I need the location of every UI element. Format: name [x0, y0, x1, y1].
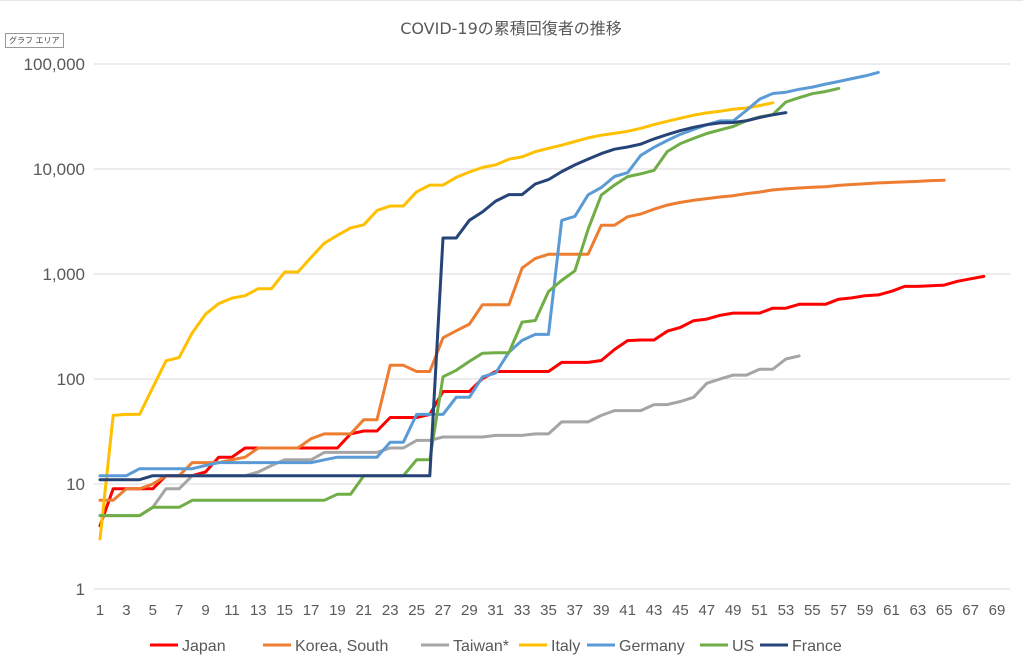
- x-tick-label: 43: [646, 602, 663, 619]
- x-tick-label: 69: [989, 602, 1006, 619]
- y-tick-label: 1: [76, 580, 85, 599]
- legend-label: Korea, South: [295, 638, 388, 655]
- legend-item[interactable]: France: [760, 638, 842, 655]
- y-tick-label: 10,000: [33, 160, 85, 179]
- legend-item[interactable]: Italy: [519, 638, 580, 655]
- x-tick-label: 35: [540, 602, 557, 619]
- legend-item[interactable]: Taiwan*: [421, 638, 509, 655]
- x-tick-label: 7: [175, 602, 183, 619]
- x-tick-label: 29: [461, 602, 478, 619]
- x-tick-label: 61: [883, 602, 900, 619]
- legend-item[interactable]: Germany: [587, 638, 685, 655]
- x-tick-label: 41: [619, 602, 636, 619]
- series-line-japan[interactable]: [98, 274, 986, 528]
- x-tick-label: 63: [910, 602, 927, 619]
- legend-item[interactable]: Japan: [150, 638, 226, 655]
- legend-item[interactable]: Korea, South: [263, 638, 388, 655]
- legend-label: US: [732, 638, 754, 655]
- x-tick-label: 39: [593, 602, 610, 619]
- x-tick-label: 1: [96, 602, 104, 619]
- x-tick-label: 33: [514, 602, 531, 619]
- x-tick-label: 37: [567, 602, 584, 619]
- x-tick-label: 11: [224, 602, 240, 619]
- x-tick-label: 3: [122, 602, 130, 619]
- x-tick-label: 5: [149, 602, 157, 619]
- legend-label: France: [792, 638, 842, 655]
- y-tick-label: 1,000: [42, 265, 85, 284]
- window-top-border: [0, 0, 1023, 1]
- x-tick-label: 21: [355, 602, 372, 619]
- series-line-france[interactable]: [98, 111, 788, 482]
- gridlines: [94, 63, 1010, 590]
- x-tick-label: 27: [435, 602, 452, 619]
- x-axis-ticks: 1 3 5 7 9 11 13 15 17 19 21 23 25 27 29 31 33 35 37 39 41 43 4…: [96, 602, 1006, 619]
- series-line-korea-south[interactable]: [98, 178, 946, 502]
- chart-area-tooltip: グラフ エリア: [5, 33, 64, 48]
- x-tick-label: 25: [408, 602, 425, 619]
- legend: Japan Korea, South Taiwan* Italy Germany US Fr…: [150, 638, 842, 655]
- x-tick-label: 17: [303, 602, 320, 619]
- x-tick-label: 59: [857, 602, 874, 619]
- x-tick-label: 67: [962, 602, 979, 619]
- legend-label: Italy: [551, 638, 580, 655]
- series-line-germany[interactable]: [98, 70, 880, 478]
- y-tick-label: 100,000: [24, 55, 85, 74]
- x-tick-label: 57: [830, 602, 847, 619]
- series-lines: [98, 70, 986, 541]
- x-tick-label: 23: [382, 602, 399, 619]
- legend-item[interactable]: US: [700, 638, 754, 655]
- series-line-taiwan-[interactable]: [98, 354, 801, 518]
- x-tick-label: 19: [329, 602, 346, 619]
- x-tick-label: 53: [778, 602, 795, 619]
- series-line-us[interactable]: [98, 86, 841, 518]
- x-tick-label: 13: [250, 602, 267, 619]
- y-tick-label: 10: [66, 475, 85, 494]
- chart-title: COVID-19の累積回復者の推移: [400, 19, 622, 38]
- y-axis-ticks: 1 10 100 1,000 10,000 100,000: [24, 55, 85, 599]
- series-line-italy[interactable]: [98, 101, 775, 541]
- x-tick-label: 49: [725, 602, 742, 619]
- x-tick-label: 45: [672, 602, 689, 619]
- x-tick-label: 9: [201, 602, 209, 619]
- legend-label: Germany: [619, 638, 685, 655]
- x-tick-label: 31: [487, 602, 504, 619]
- x-tick-label: 65: [936, 602, 953, 619]
- legend-label: Taiwan*: [453, 638, 509, 655]
- x-tick-label: 55: [804, 602, 821, 619]
- x-tick-label: 47: [698, 602, 715, 619]
- legend-label: Japan: [182, 638, 226, 655]
- x-tick-label: 15: [276, 602, 293, 619]
- x-tick-label: 51: [751, 602, 768, 619]
- y-tick-label: 100: [57, 370, 85, 389]
